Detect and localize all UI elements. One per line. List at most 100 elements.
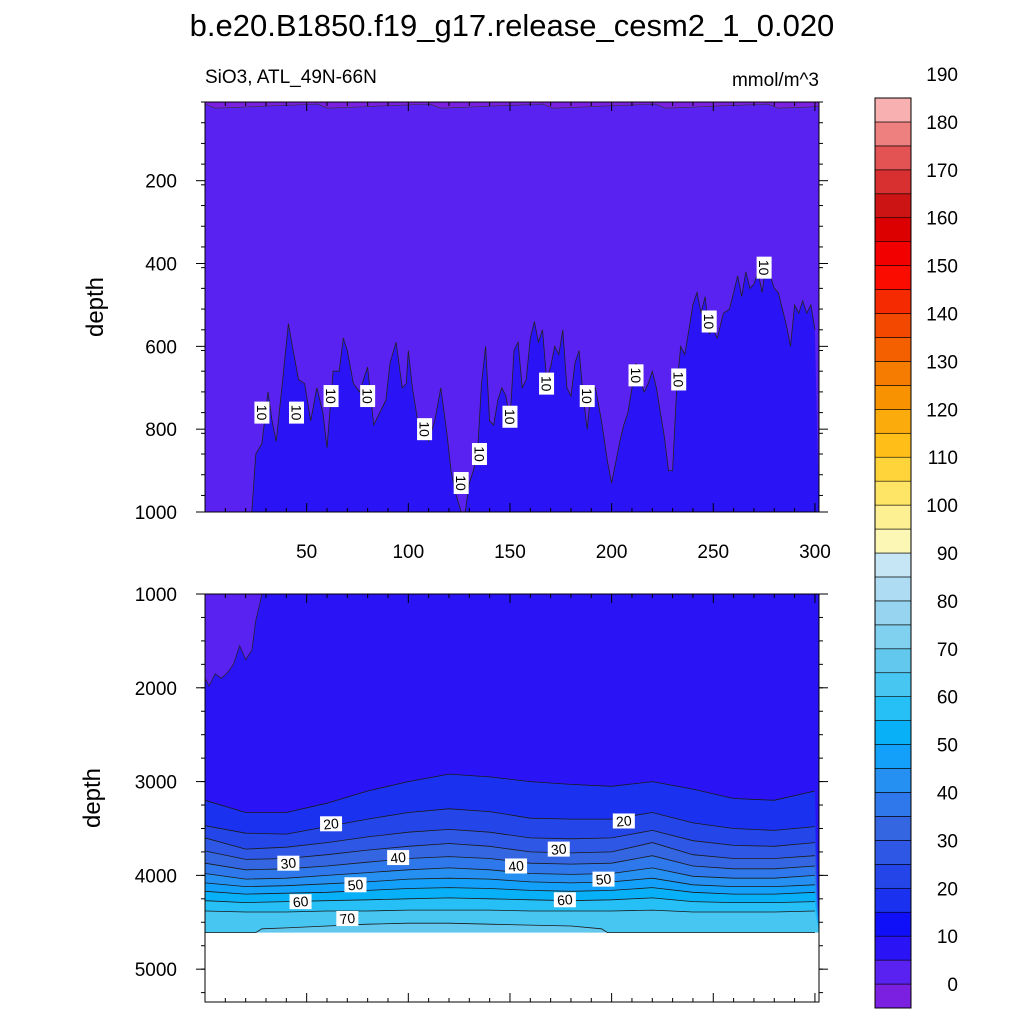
contour-line-35 (205, 842, 815, 860)
contour-line-55 (205, 887, 815, 895)
contour-label-box (336, 911, 359, 927)
contour-label-box (320, 816, 343, 832)
y-tick-label: 200 (145, 172, 177, 193)
x-tick-label: 50 (296, 542, 317, 563)
colorbar-box (874, 313, 912, 338)
colorbar-box (874, 409, 912, 434)
colorbar-box (874, 528, 912, 554)
colorbar-label: 110 (928, 448, 958, 469)
colorbar-box (874, 241, 912, 266)
contour-line-20 (205, 773, 815, 813)
colorbar-label: 100 (926, 496, 958, 517)
contour-label-box (288, 401, 304, 424)
colorbar-box (874, 840, 912, 865)
contour-label: 40 (507, 857, 524, 875)
colorbar-box (874, 744, 912, 769)
fill-5-to-10-lobe (205, 594, 263, 687)
colorbar-label: 120 (926, 400, 958, 421)
upper-plot-frame (204, 101, 820, 513)
colorbar-label: 170 (926, 161, 958, 182)
contour-label-box (671, 368, 687, 391)
contour-label: 10 (453, 475, 469, 491)
contour-label: 10 (254, 405, 270, 421)
x-tick-label: 250 (697, 542, 729, 563)
contour-label-box (471, 443, 487, 466)
missing-data-region (205, 932, 819, 1002)
contour-label: 10 (579, 388, 595, 404)
upper-y-axis-label: depth (82, 277, 109, 337)
colorbar-label: 190 (926, 65, 958, 86)
colorbar-box (874, 911, 912, 937)
colorbar-label: 0 (947, 975, 958, 996)
contour-label: 10 (628, 368, 644, 384)
colorbar-box (874, 624, 912, 650)
units-subtitle: mmol/m^3 (732, 70, 819, 91)
contour-label: 10 (323, 388, 339, 404)
colorbar-label: 20 (937, 879, 958, 900)
variable-subtitle: SiO3, ATL_49N-66N (205, 67, 377, 88)
contour-label: 60 (292, 893, 309, 911)
colorbar-box (874, 864, 912, 889)
colorbar-box (874, 672, 912, 697)
colorbar-box (874, 792, 912, 817)
contour-label: 10 (360, 388, 376, 404)
contour-line-50 (205, 877, 815, 888)
contour-line-65 (205, 909, 815, 913)
contour-label: 50 (595, 870, 612, 888)
colorbar-frame (874, 97, 912, 1009)
colorbar-box (874, 97, 912, 123)
contour-label: 10 (756, 260, 772, 276)
contour-label: 10 (417, 421, 433, 437)
contour-label-box (289, 894, 312, 910)
colorbar-box (874, 265, 912, 290)
figure-title: b.e20.B1850.f19_g17.release_cesm2_1_0.02… (190, 8, 835, 43)
colorbar-box (874, 289, 912, 314)
contour-label-box (502, 405, 518, 428)
colorbar-label: 80 (937, 592, 958, 613)
contour-label-box (453, 472, 469, 495)
colorbar-label: 10 (937, 927, 958, 948)
contour-label: 10 (701, 314, 717, 330)
colorbar-box (874, 768, 912, 793)
colorbar-box (874, 959, 912, 985)
y-tick-label: 4000 (135, 866, 177, 887)
colorbar-box (874, 504, 912, 530)
lower-y-axis-label: depth (79, 768, 106, 828)
y-tick-label: 5000 (135, 960, 177, 981)
contour-label-box (505, 858, 528, 874)
contour-label-box (344, 877, 367, 893)
colorbar-label: 160 (926, 209, 958, 230)
contour-label: 20 (615, 812, 632, 830)
x-tick-label: 200 (596, 542, 628, 563)
contour-line-10 (205, 263, 816, 512)
contour-label: 30 (550, 840, 567, 858)
colorbar-label: 140 (926, 305, 958, 326)
colorbar-box (874, 337, 912, 362)
y-tick-label: 3000 (135, 773, 177, 794)
colorbar-label: 30 (937, 831, 958, 852)
contour-line-70 (205, 922, 815, 933)
contour-label: 10 (471, 446, 487, 462)
contour-label: 40 (390, 849, 407, 867)
colorbar-box (874, 816, 912, 841)
contour-label-box (387, 850, 410, 866)
contour-label-box (579, 385, 595, 408)
contour-label: 60 (556, 891, 573, 909)
y-tick-label: 1000 (135, 585, 177, 606)
x-tick-label: 100 (392, 542, 424, 563)
y-tick-label: 400 (145, 255, 177, 276)
lower-panel: 20 20 30 30 40 40 50 50 60 60 70 1000 2000 3000 4000 5… (79, 585, 828, 1003)
fill-surface-band (205, 102, 819, 109)
contour-line-30 (205, 828, 815, 850)
colorbar-box (874, 193, 912, 219)
contour-label-box (592, 871, 615, 887)
colorbar-label: 130 (926, 352, 958, 373)
y-tick-label: 600 (145, 337, 177, 358)
colorbar-box (874, 600, 912, 626)
colorbar-box (874, 217, 912, 242)
x-tick-label: 300 (799, 542, 831, 563)
colorbar-box (874, 935, 912, 961)
contour-label: 10 (288, 405, 304, 421)
contour-label-box (360, 385, 376, 408)
